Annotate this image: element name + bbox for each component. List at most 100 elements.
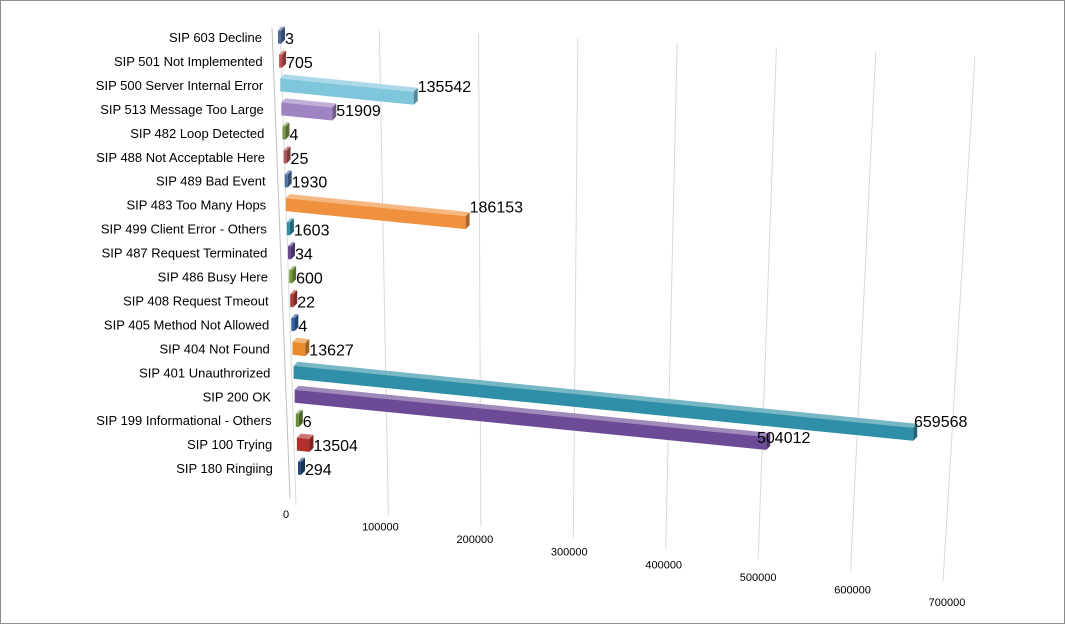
data-label: 186153 [470, 200, 523, 217]
bar-front-face [290, 293, 294, 308]
bars [278, 26, 918, 475]
bar-front-face [282, 126, 286, 140]
gridline [757, 47, 777, 560]
bar [295, 409, 303, 427]
bar-front-face [298, 461, 301, 475]
bar-top-face [298, 457, 305, 462]
bar [281, 98, 337, 121]
bar [286, 218, 294, 236]
gridline [572, 38, 579, 538]
category-label: SIP 486 Busy Here [158, 270, 268, 285]
bar-top-face [296, 433, 314, 439]
category-label: SIP 408 Request Tmeout [123, 293, 269, 308]
bar-front-face [291, 317, 295, 332]
bar [278, 26, 285, 44]
bar-end-face [287, 170, 292, 188]
category-label: SIP 488 Not Acceptable Here [96, 150, 265, 165]
bar-front-face [279, 54, 283, 68]
category-label: SIP 513 Message Too Large [100, 102, 264, 117]
data-label: 705 [286, 55, 313, 72]
bar-top-face [285, 194, 470, 217]
data-label: 22 [297, 294, 315, 311]
gridline [942, 56, 976, 582]
bar-top-face [291, 313, 299, 319]
bar [298, 457, 305, 475]
bar-front-face [283, 150, 287, 164]
bar-top-face [283, 146, 291, 151]
gridline [378, 29, 389, 516]
data-label: 1603 [294, 223, 330, 240]
bar [292, 337, 310, 357]
bar-top-face [279, 50, 287, 55]
bar-front-face [288, 246, 291, 260]
category-label: SIP 401 Unauthrorized [139, 365, 270, 380]
data-label: 294 [305, 462, 332, 479]
category-label: SIP 199 Informational - Others [96, 413, 272, 428]
bar-end-face [281, 26, 285, 44]
bar-top-face [295, 409, 303, 414]
bar [279, 50, 287, 68]
data-label: 659568 [914, 414, 967, 431]
bar-top-face [280, 74, 418, 92]
x-tick-label: 0 [283, 509, 289, 521]
bar-end-face [292, 266, 297, 284]
data-label: 600 [296, 271, 323, 288]
category-label: SIP 489 Bad Event [156, 174, 266, 189]
bar [291, 313, 299, 332]
category-label: SIP 200 OK [203, 389, 272, 404]
y-axis-line [271, 27, 291, 499]
bar [283, 146, 291, 164]
bar-front-face [280, 78, 414, 105]
bar-top-face [292, 337, 310, 344]
bar-end-face [332, 103, 337, 121]
bar-front-face [285, 198, 466, 230]
x-tick-label: 300000 [551, 547, 588, 559]
bar-end-face [294, 314, 299, 332]
category-label: SIP 405 Method Not Allowed [104, 317, 269, 332]
bar-top-face [278, 26, 285, 31]
category-label: SIP 483 Too Many Hops [126, 198, 266, 213]
bar-top-face [284, 170, 292, 175]
bar-end-face [286, 146, 291, 164]
bar-end-face [465, 212, 470, 230]
bar-front-face [294, 389, 767, 450]
data-label: 13504 [313, 438, 358, 455]
data-label: 135542 [418, 79, 471, 96]
data-label: 25 [291, 151, 309, 168]
bar-front-face [296, 437, 310, 452]
bar-top-face [281, 98, 337, 108]
bar-top-face [289, 266, 297, 271]
bar-front-face [284, 174, 288, 188]
category-label: SIP 404 Not Found [159, 341, 269, 356]
data-label: 51909 [336, 103, 381, 120]
x-tick-label: 500000 [740, 572, 777, 584]
category-label: SIP 482 Loop Detected [130, 126, 264, 141]
data-label: 34 [295, 247, 313, 264]
bar [296, 433, 314, 452]
data-label: 4 [289, 127, 298, 144]
data-label: 3 [285, 31, 294, 48]
gridline [478, 33, 482, 527]
bar [294, 385, 771, 450]
bar-top-face [290, 289, 298, 295]
category-label: SIP 501 Not Implemented [114, 54, 263, 69]
data-label: 504012 [757, 430, 810, 447]
bar-top-face [282, 122, 290, 127]
bar-end-face [309, 434, 314, 452]
bar-front-face [292, 341, 306, 357]
bar-front-face [293, 365, 914, 441]
bar [290, 289, 298, 308]
data-label: 4 [298, 318, 307, 335]
category-label: SIP 487 Request Terminated [102, 246, 268, 261]
bar [288, 242, 295, 260]
category-label: SIP 100 Trying [187, 437, 272, 452]
bar-front-face [281, 102, 333, 121]
data-label: 1930 [292, 175, 328, 192]
category-label: SIP 603 Decline [169, 30, 262, 45]
bar-end-face [293, 290, 298, 308]
gridline [850, 51, 877, 571]
gridline [665, 42, 678, 549]
bar-top-face [286, 218, 294, 223]
